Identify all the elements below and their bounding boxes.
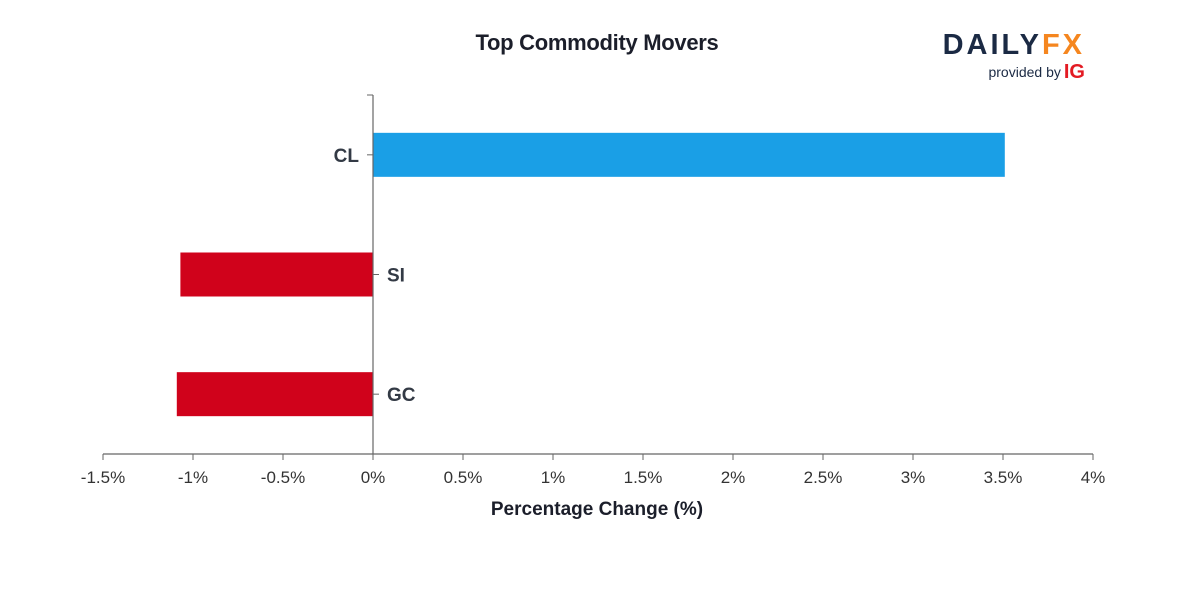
logo-provided-text: provided by bbox=[988, 64, 1061, 80]
x-tick-label: 0% bbox=[361, 468, 386, 487]
logo-fx-text: FX bbox=[1041, 29, 1085, 61]
x-tick-label: -0.5% bbox=[261, 468, 305, 487]
x-tick-label: 4% bbox=[1081, 468, 1106, 487]
chart-title: Top Commodity Movers bbox=[475, 30, 719, 55]
bar-si bbox=[180, 252, 373, 297]
bar-gc bbox=[176, 372, 373, 417]
category-label-si: SI bbox=[387, 266, 405, 287]
bars-group bbox=[176, 132, 1005, 417]
x-tick-label: -1.5% bbox=[81, 468, 125, 487]
x-axis-title: Percentage Change (%) bbox=[491, 499, 703, 520]
x-tick-label: 0.5% bbox=[444, 468, 483, 487]
y-axis: CL SI GC bbox=[334, 94, 416, 454]
bar-cl bbox=[373, 132, 1005, 177]
x-tick-label: 1.5% bbox=[624, 468, 663, 487]
x-tick-label: 2.5% bbox=[804, 468, 843, 487]
logo-wordmark: DAILYFX bbox=[943, 28, 1085, 62]
x-tick-label: 2% bbox=[721, 468, 746, 487]
x-tick-label: 1% bbox=[541, 468, 566, 487]
logo-ig-text: IG bbox=[1063, 61, 1085, 83]
category-label-cl: CL bbox=[334, 146, 360, 167]
x-tick-label: -1% bbox=[178, 468, 208, 487]
logo-provided-by: provided by IG bbox=[988, 62, 1085, 82]
x-tick-label: 3% bbox=[901, 468, 926, 487]
logo-daily-text: DAILY bbox=[942, 29, 1042, 61]
x-tick-label: 3.5% bbox=[984, 468, 1023, 487]
x-axis: -1.5% -1% -0.5% 0% 0.5% 1% 1.5% 2% 2.5% 3% 3.5% 4% bbox=[81, 453, 1106, 487]
dailyfx-logo: DAILYFX provided by IG bbox=[926, 28, 1091, 88]
category-label-gc: GC bbox=[387, 385, 416, 406]
